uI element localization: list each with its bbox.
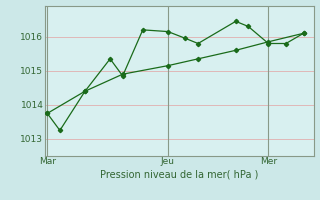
X-axis label: Pression niveau de la mer( hPa ): Pression niveau de la mer( hPa ) [100, 169, 258, 179]
